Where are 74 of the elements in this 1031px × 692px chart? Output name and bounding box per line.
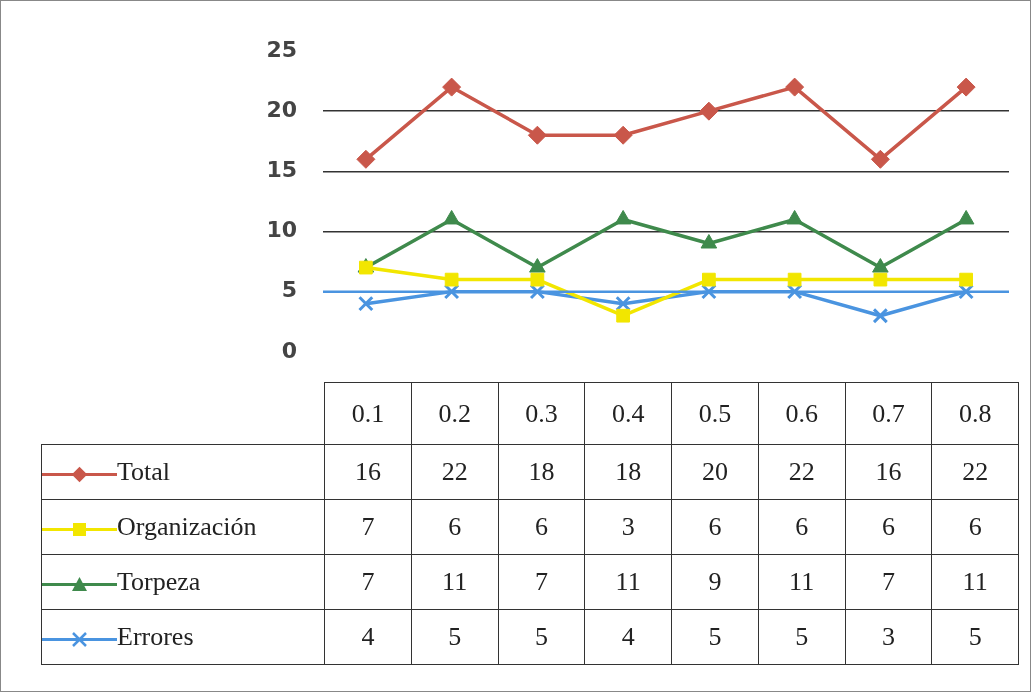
data-label: 22 [931,444,1019,500]
data-label: 18 [498,444,585,500]
point [702,272,716,287]
point [616,308,630,323]
data-label: 20 [671,444,759,500]
data-label: 5 [931,609,1019,665]
y-tick-label: 10 [266,217,297,243]
data-label: 18 [584,444,672,500]
point [959,272,973,287]
data-label: 9 [671,554,759,610]
x-tick-label: 0.1 [324,382,412,445]
point [786,283,803,300]
data-label: 3 [845,609,932,665]
point [872,258,889,273]
data-label: 6 [411,499,498,555]
x-tick-label: 0.8 [931,382,1019,445]
data-label: 22 [411,444,498,500]
data-label: 5 [411,609,498,665]
data-label: 5 [498,609,585,665]
data-label: 22 [758,444,845,500]
data-label: 5 [671,609,759,665]
point [356,149,376,169]
point [699,101,719,121]
data-label: 16 [845,444,932,500]
point [358,295,374,312]
data-label: 5 [758,609,845,665]
legend-label: Torpeza [41,554,325,610]
y-tick-label: 20 [266,96,297,122]
y-tick-label: 5 [281,277,297,303]
point [873,272,888,287]
point [956,77,976,97]
data-label: 7 [498,554,585,610]
data-label: 11 [931,554,1019,610]
data-label: 6 [758,499,845,555]
point [872,307,889,324]
legend-label: Total [41,444,325,500]
data-label: 11 [411,554,498,610]
data-label: 4 [584,609,672,665]
point [613,125,633,145]
data-label: 7 [845,554,932,610]
y-tick-label: 0 [281,337,297,363]
x-tick-label: 0.3 [498,382,585,445]
data-label: 6 [931,499,1019,555]
data-label: 6 [845,499,932,555]
point [615,295,631,312]
data-label: 7 [324,499,412,555]
point [527,125,547,145]
y-tick-label: 25 [266,36,297,62]
point [529,283,546,300]
data-label: 4 [324,609,412,665]
point [443,283,460,300]
x-tick-label: 0.2 [411,382,498,445]
point [530,272,545,287]
x-tick-label: 0.6 [758,382,845,445]
x-tick-label: 0.5 [671,382,759,445]
point [529,258,546,273]
point [444,272,459,287]
data-label: 11 [584,554,672,610]
data-label: 11 [758,554,845,610]
data-label: 7 [324,554,412,610]
y-tick-label: 15 [266,157,297,183]
x-tick-label: 0.7 [845,382,932,445]
point [785,77,805,97]
data-label: 16 [324,444,412,500]
data-label: 6 [498,499,585,555]
point [700,234,718,249]
point [870,149,890,169]
point [442,77,462,97]
x-tick-label: 0.4 [584,382,672,445]
legend-label: Organización [41,499,325,555]
data-label: 3 [584,499,672,555]
data-label: 6 [671,499,759,555]
legend-label: Errores [41,609,325,665]
point [787,272,802,287]
